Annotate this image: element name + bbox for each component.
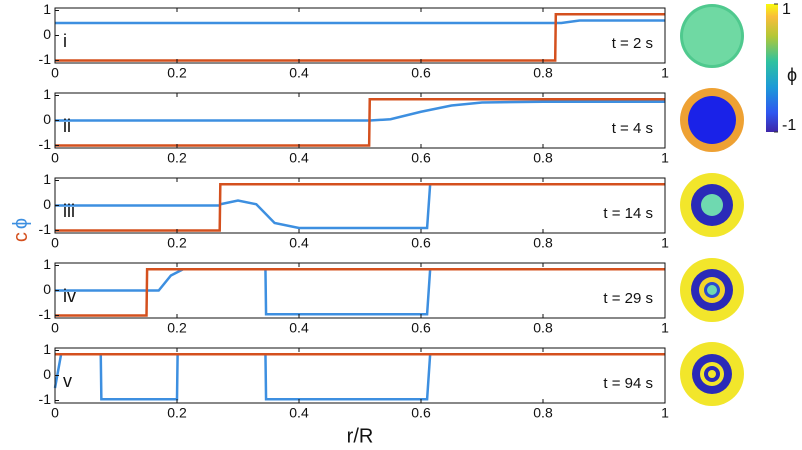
x-tick-label: 1 bbox=[661, 405, 669, 421]
x-tick-label: 0.2 bbox=[167, 235, 187, 251]
plot-frame bbox=[54, 7, 666, 64]
data-line bbox=[55, 183, 665, 232]
disk bbox=[707, 285, 717, 295]
data-line bbox=[55, 268, 665, 317]
y-tick-label: 0 bbox=[43, 196, 51, 212]
y-tick-label: 0 bbox=[43, 111, 51, 127]
x-tick-label: 1 bbox=[661, 320, 669, 336]
panel-label: i bbox=[63, 31, 67, 51]
x-tick-label: 0.6 bbox=[411, 405, 431, 421]
x-tick-label: 0.2 bbox=[167, 65, 187, 81]
colorbar-tick-label: -1 bbox=[782, 117, 796, 134]
y-tick-label: 1 bbox=[43, 86, 51, 102]
y-tick-label: 1 bbox=[43, 171, 51, 187]
x-tick-label: 0.2 bbox=[167, 405, 187, 421]
data-line bbox=[53, 353, 665, 401]
y-tick-label: 1 bbox=[43, 341, 51, 357]
x-tick-label: 0.8 bbox=[533, 405, 553, 421]
disk bbox=[688, 96, 736, 144]
x-tick-label: 0.8 bbox=[533, 235, 553, 251]
x-tick-label: 0.4 bbox=[289, 150, 309, 166]
x-tick-label: 0.8 bbox=[533, 65, 553, 81]
colorbar-tick-label: 1 bbox=[782, 1, 791, 18]
y-tick-label: 0 bbox=[43, 366, 51, 382]
x-tick-label: 0.6 bbox=[411, 65, 431, 81]
x-tick-label: 0 bbox=[51, 405, 59, 421]
time-annotation: t = 94 s bbox=[603, 375, 653, 392]
time-annotation: t = 29 s bbox=[603, 290, 653, 307]
y-tick-label: 0 bbox=[43, 281, 51, 297]
x-tick-label: 0.6 bbox=[411, 150, 431, 166]
x-tick-label: 0.8 bbox=[533, 150, 553, 166]
x-tick-label: 0.2 bbox=[167, 320, 187, 336]
x-tick-label: 1 bbox=[661, 235, 669, 251]
colorbar bbox=[766, 4, 778, 132]
x-axis-label: r/R bbox=[347, 425, 374, 447]
x-tick-label: 0.4 bbox=[289, 405, 309, 421]
x-tick-label: 1 bbox=[661, 65, 669, 81]
panel-label: iv bbox=[63, 286, 76, 306]
y-tick-label: 1 bbox=[43, 256, 51, 272]
x-tick-label: 0 bbox=[51, 150, 59, 166]
plot-frame bbox=[54, 347, 666, 404]
x-tick-label: 0.8 bbox=[533, 320, 553, 336]
panel-label: iii bbox=[63, 201, 75, 221]
data-line bbox=[55, 19, 665, 25]
disk bbox=[701, 194, 723, 216]
panel-label: ii bbox=[63, 116, 71, 136]
y-label-phi: ϕ bbox=[10, 218, 32, 229]
x-tick-label: 0.4 bbox=[289, 235, 309, 251]
x-tick-label: 0 bbox=[51, 320, 59, 336]
x-tick-label: 0.6 bbox=[411, 320, 431, 336]
colorbar-label: ϕ bbox=[787, 65, 797, 85]
y-tick-label: -1 bbox=[39, 306, 52, 322]
data-line bbox=[55, 13, 665, 62]
data-line bbox=[55, 100, 665, 122]
x-tick-label: 0.4 bbox=[289, 65, 309, 81]
y-axis-label: cϕ bbox=[10, 218, 32, 242]
time-annotation: t = 14 s bbox=[603, 205, 653, 222]
y-tick-label: -1 bbox=[39, 51, 52, 67]
x-tick-label: 1 bbox=[661, 150, 669, 166]
data-line bbox=[55, 183, 665, 230]
time-annotation: t = 2 s bbox=[612, 35, 653, 52]
phase-images bbox=[680, 4, 744, 406]
y-tick-label: -1 bbox=[39, 221, 52, 237]
y-tick-label: 1 bbox=[43, 1, 51, 17]
panel-label: v bbox=[63, 371, 72, 391]
y-tick-label: -1 bbox=[39, 136, 52, 152]
x-tick-label: 0.6 bbox=[411, 235, 431, 251]
y-tick-label: 0 bbox=[43, 26, 51, 42]
y-label-c: c bbox=[10, 232, 32, 242]
y-tick-label: -1 bbox=[39, 391, 52, 407]
disk bbox=[708, 370, 716, 378]
time-annotation: t = 4 s bbox=[612, 120, 653, 137]
x-tick-label: 0 bbox=[51, 65, 59, 81]
x-tick-label: 0.2 bbox=[167, 150, 187, 166]
data-line bbox=[55, 98, 665, 147]
disk bbox=[683, 7, 741, 65]
x-tick-label: 0 bbox=[51, 235, 59, 251]
x-tick-label: 0.4 bbox=[289, 320, 309, 336]
